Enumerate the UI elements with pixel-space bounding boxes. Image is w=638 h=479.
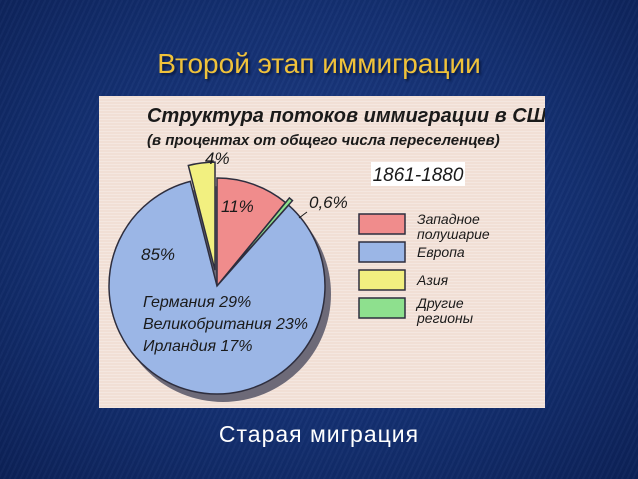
legend-swatch-другие-регионы bbox=[358, 297, 406, 319]
legend-swatch-западное-полушарие bbox=[358, 213, 406, 235]
breakdown-germany: Германия 29% bbox=[143, 294, 251, 311]
period-box bbox=[371, 162, 465, 186]
legend-swatch-европа bbox=[358, 241, 406, 263]
pie-slice-европа bbox=[108, 180, 326, 395]
pie-slices bbox=[108, 161, 326, 395]
slide-caption: Старая миграция bbox=[218, 421, 420, 447]
pie-label-западное-полушарие: 11% bbox=[221, 197, 254, 216]
pie-label-европа: 85% bbox=[141, 245, 175, 264]
period-label: 1861-1880 bbox=[373, 165, 464, 186]
pie-label-другие-регионы: 0,6% bbox=[309, 193, 348, 212]
chart-subtitle: (в процентах от общего числа переселенце… bbox=[147, 132, 500, 149]
pie-label-азия: 4% bbox=[205, 149, 230, 168]
pie-labels: 11% 0,6% 85% 4% bbox=[141, 149, 348, 264]
slide-title: Второй этап иммиграции bbox=[157, 48, 481, 79]
legend-label-азия: Азия bbox=[416, 272, 449, 288]
europe-breakdown: Германия 29% Великобритания 23% Ирландия… bbox=[143, 294, 308, 355]
legend-label-западное-полушарие: Западное полушарие bbox=[417, 211, 490, 242]
breakdown-ireland: Ирландия 17% bbox=[143, 338, 252, 355]
legend-label-другие-регионы: Другие регионы bbox=[415, 295, 474, 326]
leader-line-other-regions bbox=[298, 211, 308, 219]
breakdown-britain: Великобритания 23% bbox=[143, 316, 308, 333]
pie-chart: Структура потоков иммиграции в США (в пр… bbox=[108, 105, 545, 402]
legend-swatch-азия bbox=[358, 269, 406, 291]
legend: Западное полушарие Европа Азия Другие регионы bbox=[358, 211, 490, 326]
pie-slice-азия bbox=[187, 161, 216, 271]
chart-panel: Структура потоков иммиграции в США (в пр… bbox=[99, 96, 545, 408]
chart-title: Структура потоков иммиграции в США bbox=[147, 105, 545, 127]
legend-label-европа: Европа bbox=[417, 244, 465, 260]
pie-slice-западное-полушарие bbox=[216, 177, 287, 289]
